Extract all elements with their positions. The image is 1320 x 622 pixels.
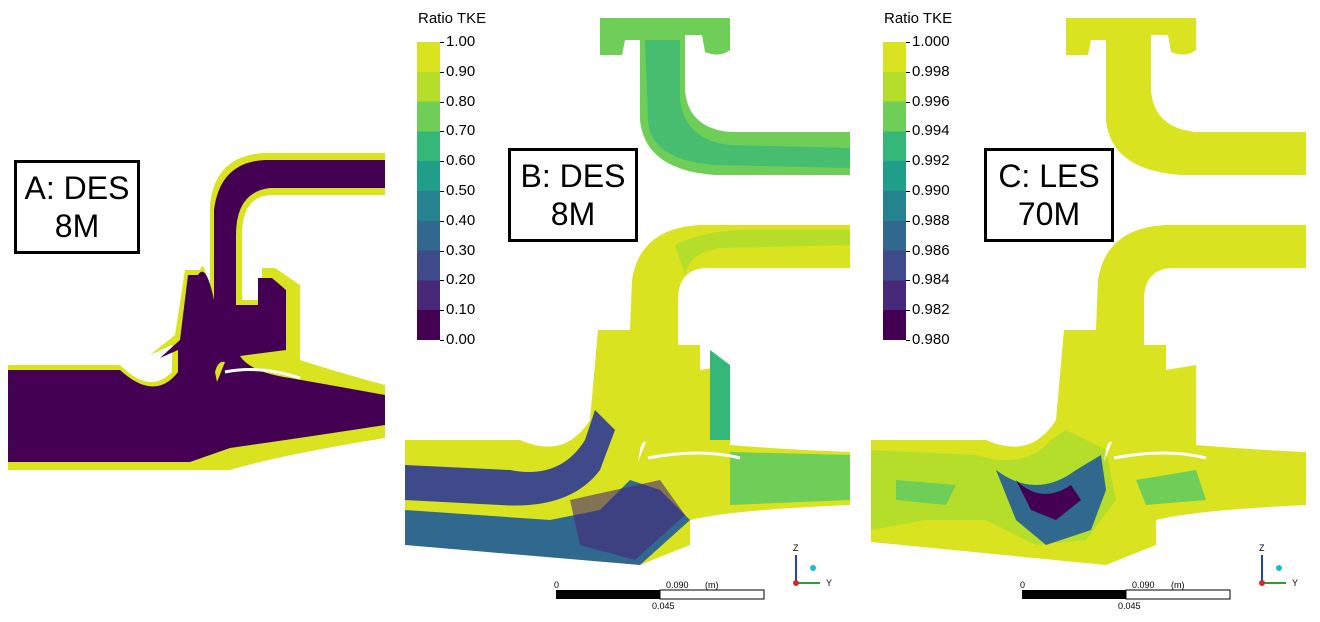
panel-b-tick-mark (440, 220, 444, 222)
panel-c-axis-z: Z (1259, 543, 1265, 553)
panel-c-tick-mark (906, 42, 910, 43)
panel-a: A: DES 8M (0, 0, 390, 622)
panel-b-tick-label: 0.60 (446, 152, 476, 170)
panel-c-tick-label: 0.986 (912, 241, 950, 259)
panel-c-tick-label: 0.998 (912, 62, 950, 80)
panel-b-tick-mark (440, 310, 444, 312)
panel-b-tick-label: 0.50 (446, 182, 476, 199)
panel-b-tick-label: 0.00 (446, 331, 476, 348)
panel-c-label: C: LES 70M (984, 148, 1114, 242)
panel-b-tick-label: 1.00 (446, 33, 476, 50)
panel-c-tick-mark (906, 220, 910, 222)
panel-c: Ratio TKE 1.000 0.998 0.996 0.994 0.992 0.990… (866, 0, 1320, 622)
panel-c-axis-y: Y (1292, 578, 1299, 588)
panel-b-tick-label: 0.70 (446, 122, 476, 140)
panel-b-tick-mark (440, 280, 444, 282)
panel-b-tick-mark (440, 101, 444, 103)
panel-b-tick-mark (440, 250, 444, 252)
panel-c-scale-mid: 0.045 (1118, 601, 1141, 611)
panel-b-tick-mark (440, 191, 444, 192)
panel-b-tick-label: 0.10 (446, 301, 476, 319)
panel-c-tick-label: 0.990 (912, 182, 950, 199)
panel-c-tick-label: 0.994 (912, 122, 950, 140)
panel-b-label-line2: 8M (550, 196, 596, 232)
panel-b-label-line1: B: DES (520, 158, 626, 194)
panel-b-valve-field (405, 18, 850, 600)
panel-c-tick-mark (906, 101, 910, 103)
panel-a-label-line1: A: DES (24, 170, 130, 206)
panel-c-scale-start: 0 (1020, 580, 1026, 590)
panel-b-label: B: DES 8M (508, 148, 638, 242)
panel-c-scale-end: 0.090 (1132, 580, 1155, 590)
panel-b-tick-mark (440, 131, 444, 133)
panel-b-tick-mark (440, 340, 444, 341)
panel-b-tick-label: 0.30 (446, 241, 476, 259)
panel-c-tick-label: 0.988 (912, 211, 950, 229)
panel-c-tick-label: 1.000 (912, 33, 950, 50)
panel-c-tick-label: 0.980 (912, 331, 950, 348)
panel-a-label-line2: 8M (54, 208, 100, 244)
panel-c-tick-mark (906, 191, 910, 192)
panel-c-tick-label: 0.984 (912, 271, 950, 289)
panel-c-tick-mark (906, 310, 910, 312)
panel-c-tick-mark (906, 340, 910, 341)
panel-c-tick-label: 0.996 (912, 92, 950, 110)
panel-b-tick-label: 0.40 (446, 211, 476, 229)
panel-b-tick-label: 0.20 (446, 271, 476, 289)
panel-c-tick-mark (906, 71, 910, 73)
panel-b-tick-mark (440, 42, 444, 43)
panel-c-tick-mark (906, 280, 910, 282)
panel-b-colorbar (417, 42, 440, 340)
panel-c-tick-mark (906, 161, 910, 163)
panel-b-scale-unit: (m) (705, 580, 719, 590)
panel-c-tick-label: 0.982 (912, 301, 950, 319)
panel-c-tick-mark (906, 131, 910, 133)
panel-c-scale-unit: (m) (1171, 580, 1185, 590)
panel-c-label-line1: C: LES (998, 158, 1100, 194)
panel-c-valve-field (871, 18, 1306, 600)
panel-b-legend-title: Ratio TKE (418, 10, 487, 27)
panel-b-axis-y: Y (826, 578, 833, 588)
panel-b-scale-start: 0 (554, 580, 560, 590)
panel-a-label: A: DES 8M (14, 160, 140, 254)
panel-b-scale-end: 0.090 (666, 580, 689, 590)
panel-c-tick-label: 0.992 (912, 152, 950, 170)
panel-b-axis-z: Z (793, 543, 799, 553)
panel-b-tick-label: 0.80 (446, 92, 476, 110)
panel-c-colorbar (883, 42, 906, 340)
panel-c-tick-mark (906, 250, 910, 252)
panel-c-legend-title: Ratio TKE (884, 10, 953, 27)
panel-b-tick-label: 0.90 (446, 62, 476, 80)
panel-a-valve-field (8, 153, 385, 470)
panel-b-tick-mark (440, 161, 444, 163)
panel-c-label-line2: 70M (1017, 196, 1081, 232)
panel-b-scale-mid: 0.045 (652, 601, 675, 611)
panel-b-tick-mark (440, 71, 444, 73)
panel-b: Ratio TKE 1.00 0.90 0.80 0.70 0.60 0.50 0.40 0.… (400, 0, 860, 622)
